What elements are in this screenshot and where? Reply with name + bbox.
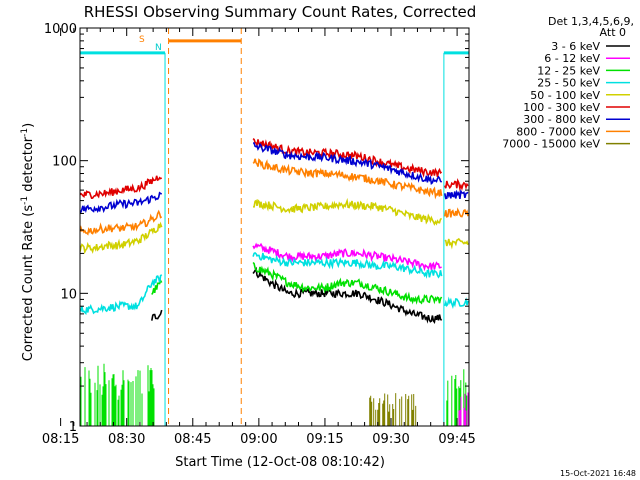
series-line	[444, 188, 469, 200]
legend-title-line-2: Att 0	[600, 26, 626, 39]
noise-bands	[80, 363, 469, 426]
series-line	[151, 309, 163, 321]
x-tick-label: 08:15	[42, 432, 79, 447]
series-line	[80, 274, 163, 315]
x-axis: 08:15 08:30 08:45 09:00 09:15 09:30 09:45	[42, 28, 476, 447]
series-line	[252, 266, 443, 325]
series-line	[252, 261, 443, 305]
legend-label: 800 - 7000 keV	[516, 125, 600, 138]
legend-label: 7000 - 15000 keV	[502, 138, 600, 151]
footer-timestamp: 15-Oct-2021 16:48	[560, 469, 636, 478]
series-line	[80, 191, 163, 214]
legend-label: 6 - 12 keV	[544, 52, 600, 65]
series-line	[253, 197, 443, 226]
series-line	[444, 207, 469, 218]
noise-band	[369, 393, 417, 426]
y-tick-label: 10	[60, 287, 77, 302]
legend-label: 25 - 50 keV	[537, 77, 600, 90]
legend-label: 50 - 100 keV	[530, 89, 600, 102]
series-line	[253, 142, 443, 185]
x-tick-label: 09:00	[240, 432, 277, 447]
y-tick-label: 100	[52, 155, 77, 170]
flag-label-night: N	[155, 43, 162, 53]
series-lines	[80, 138, 469, 325]
series-line	[252, 158, 443, 200]
legend-label: 12 - 25 keV	[537, 64, 600, 77]
series-line	[252, 138, 443, 178]
y-tick-label: 1	[69, 420, 77, 435]
y-axis-label: Corrected Count Rate (s-1 detector-1)	[20, 123, 36, 361]
chart-title: RHESSI Observing Summary Count Rates, Co…	[84, 3, 477, 21]
series-line	[80, 221, 163, 255]
series-line	[252, 251, 443, 279]
legend-title-line-1: Det 1,3,4,5,6,9,	[548, 15, 634, 28]
series-line	[151, 278, 163, 295]
x-tick-label: 08:45	[174, 432, 211, 447]
x-tick-label: 09:15	[306, 432, 343, 447]
series-line	[444, 178, 469, 192]
x-axis-label: Start Time (12-Oct-08 08:10:42)	[175, 455, 385, 470]
x-tick-label: 09:45	[438, 432, 475, 447]
series-line	[80, 175, 163, 200]
legend-label: 3 - 6 keV	[551, 40, 600, 53]
noise-band	[458, 392, 469, 426]
plot-frame	[79, 27, 470, 427]
x-tick-label: 09:30	[372, 432, 409, 447]
noise-band	[80, 363, 155, 426]
legend-label: 300 - 800 keV	[523, 113, 600, 126]
flag-label-saa: S	[139, 35, 145, 45]
series-line	[444, 296, 469, 310]
series-line	[444, 237, 469, 250]
series-line	[252, 242, 442, 272]
flag-lines	[80, 28, 469, 426]
x-tick-label: 08:30	[108, 432, 145, 447]
series-line	[80, 209, 163, 236]
legend-label: 100 - 300 keV	[523, 101, 600, 114]
